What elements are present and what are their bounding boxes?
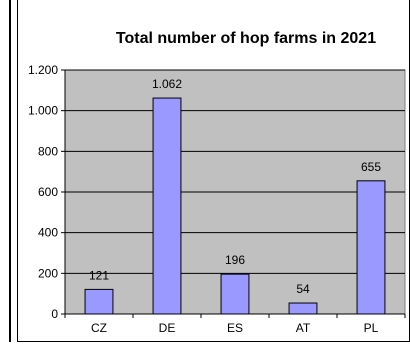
bar-at — [288, 302, 318, 315]
bar-cz — [84, 288, 114, 315]
data-label: 196 — [225, 253, 245, 267]
left-edge-line — [9, 0, 11, 342]
data-label: 121 — [89, 268, 109, 282]
y-tick-label: 800 — [38, 144, 58, 158]
y-tick-label: 0 — [51, 307, 58, 321]
chart-title: Total number of hop farms in 2021 — [116, 30, 376, 47]
data-label: 1.062 — [152, 77, 182, 91]
x-tick-label: ES — [227, 321, 243, 335]
label-layer: 121 1.062 196 54 655 — [89, 77, 381, 296]
data-label: 54 — [296, 282, 310, 296]
bar-layer — [84, 97, 386, 315]
bar-pl — [356, 180, 386, 315]
x-tick-label: CZ — [91, 321, 107, 335]
data-label: 655 — [361, 160, 381, 174]
y-tick-label: 600 — [38, 185, 58, 199]
bar-de — [152, 97, 182, 315]
bar-es — [220, 273, 250, 315]
y-tick-label: 1.200 — [28, 63, 58, 77]
y-tick-label: 200 — [38, 266, 58, 280]
x-tick-label: AT — [296, 321, 311, 335]
x-tick-label: PL — [364, 321, 379, 335]
grid-layer — [65, 69, 405, 274]
y-tick-label: 1.000 — [28, 104, 58, 118]
y-tick-label: 400 — [38, 226, 58, 240]
x-tick-label: DE — [159, 321, 176, 335]
